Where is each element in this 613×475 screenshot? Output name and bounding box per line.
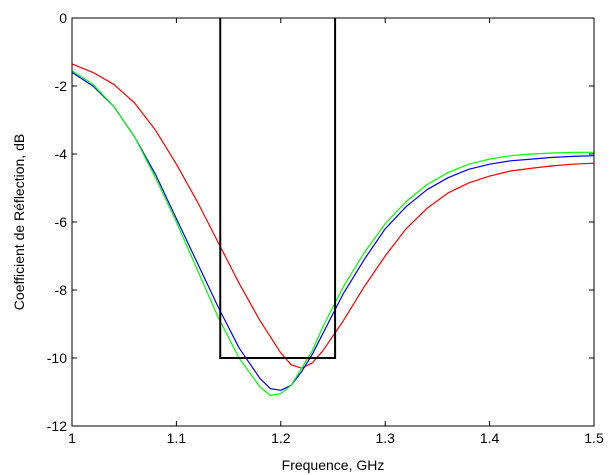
y-tick-label: -10 — [47, 350, 67, 366]
plot-background — [72, 18, 594, 426]
y-tick-label: -2 — [55, 78, 68, 94]
x-tick-label: 1.5 — [584, 430, 604, 446]
x-tick-label: 1.3 — [375, 430, 395, 446]
y-axis-label: Coefficient de Réflection, dB — [11, 134, 27, 310]
x-tick-label: 1.4 — [480, 430, 500, 446]
y-tick-label: -6 — [55, 214, 68, 230]
y-tick-label: -8 — [55, 282, 68, 298]
x-axis-label: Frequence, GHz — [282, 457, 385, 473]
y-tick-label: 0 — [59, 10, 67, 26]
y-tick-label: -12 — [47, 418, 67, 434]
y-tick-label: -4 — [55, 146, 68, 162]
x-tick-label: 1.2 — [271, 430, 291, 446]
x-tick-label: 1 — [68, 430, 76, 446]
x-tick-label: 1.1 — [167, 430, 187, 446]
